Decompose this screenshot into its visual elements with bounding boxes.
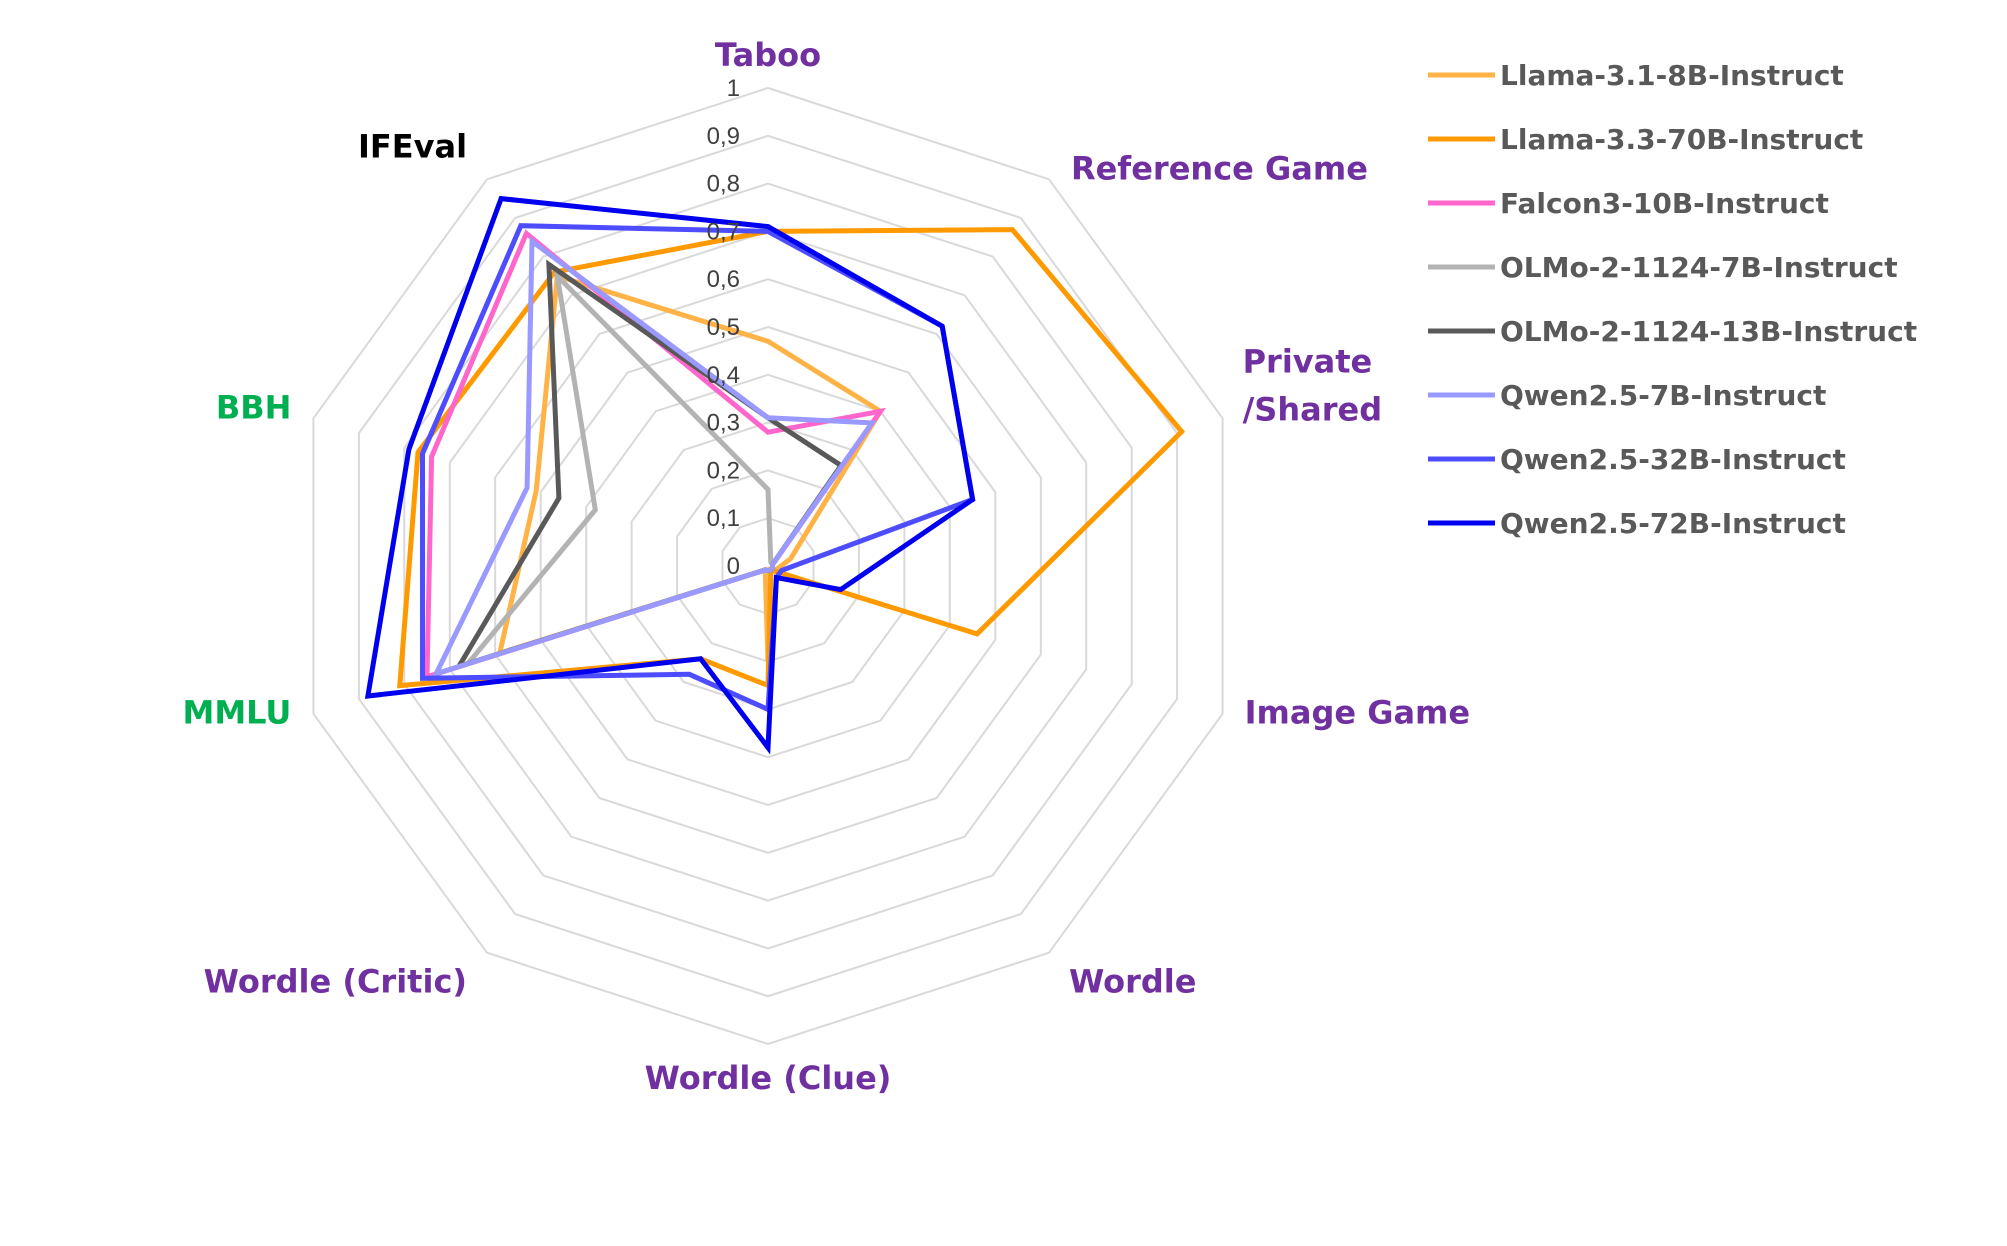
tick-label: 0,8	[707, 171, 740, 198]
radar-grid	[312, 86, 1224, 1046]
axis-label-wordle-clue: Wordle (Clue)	[645, 1059, 892, 1097]
axis-label-taboo: Taboo	[715, 36, 821, 74]
series-line-llama-3-3-70b-instruct	[397, 227, 1186, 690]
grid-ring	[494, 278, 1042, 854]
axis-label-bbh: BBH	[216, 388, 292, 426]
legend-label: OLMo-2-1124-13B-Instruct	[1500, 315, 1917, 348]
axis-label-wordle: Wordle	[1069, 963, 1197, 1001]
tick-label: 0,9	[707, 123, 740, 150]
legend-label: Qwen2.5-72B-Instruct	[1500, 507, 1846, 540]
tick-label: 0	[727, 553, 740, 580]
axis-labels: Taboo Reference Game Private/Shared Image G…	[182, 36, 1470, 1097]
axis-label-reference-game: Reference Game	[1071, 149, 1368, 187]
axis-label-private-shared: Private/Shared	[1243, 342, 1383, 428]
axis-label-image-game: Image Game	[1245, 694, 1471, 732]
legend-label: Qwen2.5-7B-Instruct	[1500, 379, 1826, 412]
grid-ring	[403, 182, 1133, 950]
grid-ring	[312, 86, 1224, 1046]
legend: Llama-3.1-8B-Instruct Llama-3.3-70B-Instr…	[1428, 59, 1917, 540]
tick-label: 0,5	[707, 314, 740, 341]
grid-ring	[585, 373, 951, 759]
tick-label: 0,1	[707, 505, 740, 532]
legend-label: Qwen2.5-32B-Instruct	[1500, 443, 1846, 476]
tick-label: 0,3	[707, 410, 740, 437]
tick-label: 0,2	[707, 457, 740, 484]
tick-label: 0,7	[707, 218, 740, 245]
tick-label: 1	[727, 75, 740, 102]
tick-label: 0,6	[707, 266, 740, 293]
axis-label-mmlu: MMLU	[182, 694, 291, 732]
legend-label: Llama-3.3-70B-Instruct	[1500, 123, 1863, 156]
radar-series-group	[364, 195, 1186, 755]
grid-ring	[448, 230, 1088, 902]
series-line-qwen2-5-7b-instruct	[431, 236, 877, 678]
tick-label: 0,4	[707, 362, 740, 389]
legend-label: OLMo-2-1124-7B-Instruct	[1500, 251, 1898, 284]
series-line-qwen2-5-72b-instruct	[364, 195, 976, 755]
radial-tick-labels: 0 0,1 0,2 0,3 0,4 0,5 0,6 0,7 0,8 0,9 1	[707, 75, 740, 580]
legend-label: Falcon3-10B-Instruct	[1500, 187, 1829, 220]
legend-label: Llama-3.1-8B-Instruct	[1500, 59, 1844, 92]
grid-ring	[357, 134, 1179, 998]
axis-label-wordle-critic: Wordle (Critic)	[204, 963, 467, 1001]
axis-label-ifeval: IFEval	[358, 127, 467, 165]
